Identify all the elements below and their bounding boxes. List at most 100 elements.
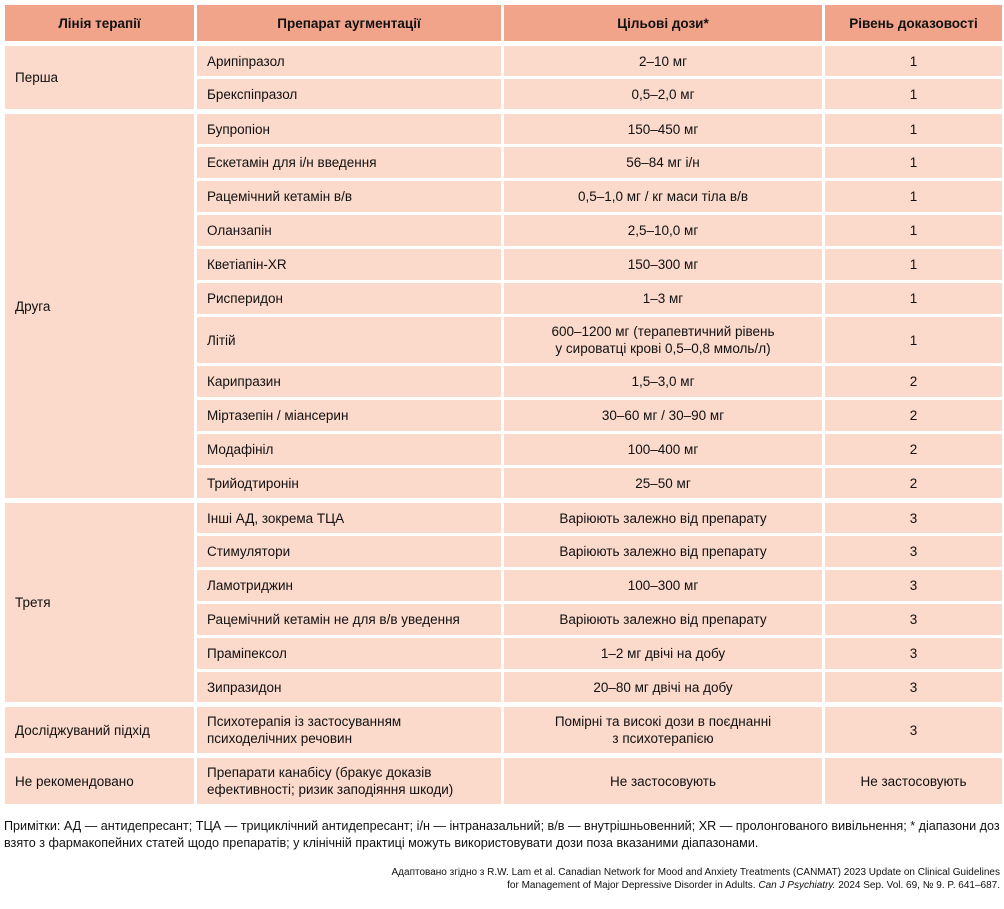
table-row: Зипразидон 20–80 мг двічі на добу 3	[4, 669, 1004, 706]
evidence-level-cell: 3	[822, 533, 1004, 570]
drug-cell: Літій	[194, 314, 504, 366]
attribution: Адаптовано згідно з R.W. Lam et al. Cana…	[2, 866, 1002, 892]
drug-cell: Арипіпразол	[194, 41, 504, 79]
dose-cell: Помірні та високі дози в поєднанні з пси…	[501, 702, 825, 757]
column-header: Рівень доказовості	[822, 2, 1004, 46]
footnote: Примітки: АД — антидепресант; ТЦА — триц…	[4, 819, 1000, 850]
drug-cell: Рисперидон	[194, 280, 504, 317]
dose-cell: 1–2 мг двічі на добу	[501, 635, 825, 672]
evidence-level-cell: 1	[822, 41, 1004, 79]
dose-cell: 1,5–3,0 мг	[501, 363, 825, 400]
evidence-level-cell: 2	[822, 431, 1004, 468]
dose-cell: 150–300 мг	[501, 246, 825, 283]
table-row: Літій 600–1200 мг (терапевтичний рівень у…	[4, 314, 1004, 366]
evidence-level-cell: 1	[822, 76, 1004, 113]
drug-cell: Брекспіпразол	[194, 76, 504, 113]
dose-cell: Варіюють залежно від препарату	[501, 601, 825, 638]
drug-cell: Трийодтиронін	[194, 465, 504, 502]
drug-cell: Ескетамін для і/н введення	[194, 144, 504, 181]
table-row: Третя Інші АД, зокрема ТЦА Варіюють залежн…	[2, 498, 1004, 706]
attribution-journal-italic: Can J Psychiatry.	[758, 880, 836, 891]
table-row: Не рекомендовано Препарати канабісу (брак…	[2, 753, 1004, 807]
drug-cell: Інші АД, зокрема ТЦА	[194, 498, 504, 536]
table-row: Праміпексол 1–2 мг двічі на добу 3	[4, 635, 1004, 672]
evidence-level-cell: 2	[822, 465, 1004, 502]
table-header-row: Лінія терапії Препарат аугментації Цільові…	[2, 2, 1004, 46]
therapy-line-cell: Третя	[2, 498, 197, 706]
evidence-level-cell: 1	[822, 314, 1004, 366]
therapy-line-cell: Досліджуваний підхід	[2, 702, 197, 757]
evidence-level-cell: 3	[822, 669, 1004, 706]
drug-cell: Психотерапія із застосуванням психоделіч…	[194, 702, 504, 757]
table-row: Рацемічний кетамін не для в/в уведення Ва…	[4, 601, 1004, 638]
dose-cell: Не застосовують	[501, 753, 825, 807]
drug-cell: Карипразин	[194, 363, 504, 400]
evidence-level-cell: 1	[822, 246, 1004, 283]
dose-cell: 100–400 мг	[501, 431, 825, 468]
evidence-level-cell: Не застосовують	[822, 753, 1004, 807]
column-header: Цільові дози*	[501, 2, 825, 46]
dose-cell: 2–10 мг	[501, 41, 825, 79]
drug-cell: Рацемічний кетамін в/в	[194, 178, 504, 215]
evidence-level-cell: 1	[822, 144, 1004, 181]
augmentation-therapy-table: Лінія терапії Препарат аугментації Цільові…	[2, 2, 1004, 807]
drug-cell: Праміпексол	[194, 635, 504, 672]
table-row: Стимулятори Варіюють залежно від препарат…	[4, 533, 1004, 570]
therapy-line-cell: Друга	[2, 109, 197, 502]
drug-cell: Модафініл	[194, 431, 504, 468]
drug-cell: Рацемічний кетамін не для в/в уведення	[194, 601, 504, 638]
attribution-line1: Адаптовано згідно з R.W. Lam et al. Cana…	[391, 867, 1000, 878]
table-row: Ескетамін для і/н введення 56–84 мг і/н 1	[4, 144, 1004, 181]
table-row: Міртазепін / міансерин 30–60 мг / 30–90 м…	[4, 397, 1004, 434]
evidence-level-cell: 1	[822, 212, 1004, 249]
table-row: Карипразин 1,5–3,0 мг 2	[4, 363, 1004, 400]
table-row: Досліджуваний підхід Психотерапія із заст…	[2, 702, 1004, 757]
table-row: Модафініл 100–400 мг 2	[4, 431, 1004, 468]
table-row: Перша Арипіпразол 2–10 мг 1	[2, 41, 1004, 113]
dose-cell: 100–300 мг	[501, 567, 825, 604]
dose-cell: 30–60 мг / 30–90 мг	[501, 397, 825, 434]
dose-cell: Варіюють залежно від препарату	[501, 498, 825, 536]
therapy-line-cell: Не рекомендовано	[2, 753, 197, 807]
attribution-line2-before: for Management of Major Depressive Disor…	[507, 880, 759, 891]
dose-cell: 0,5–2,0 мг	[501, 76, 825, 113]
dose-cell: 20–80 мг двічі на добу	[501, 669, 825, 706]
drug-cell: Препарати канабісу (бракує доказів ефект…	[194, 753, 504, 807]
dose-cell: 25–50 мг	[501, 465, 825, 502]
table-row: Рацемічний кетамін в/в 0,5–1,0 мг / кг ма…	[4, 178, 1004, 215]
therapy-line-cell: Перша	[2, 41, 197, 113]
evidence-level-cell: 3	[822, 635, 1004, 672]
drug-cell: Кветіапін-XR	[194, 246, 504, 283]
table-body: Перша Арипіпразол 2–10 мг 1 Брекспіпразол 0,5…	[2, 41, 1004, 807]
evidence-level-cell: 3	[822, 567, 1004, 604]
dose-cell: 600–1200 мг (терапевтичний рівень у сиро…	[501, 314, 825, 366]
drug-cell: Міртазепін / міансерин	[194, 397, 504, 434]
drug-cell: Ламотриджин	[194, 567, 504, 604]
table-row: Кветіапін-XR 150–300 мг 1	[4, 246, 1004, 283]
drug-cell: Оланзапін	[194, 212, 504, 249]
table-row: Ламотриджин 100–300 мг 3	[4, 567, 1004, 604]
drug-cell: Бупропіон	[194, 109, 504, 147]
dose-cell: 2,5–10,0 мг	[501, 212, 825, 249]
dose-cell: Варіюють залежно від препарату	[501, 533, 825, 570]
evidence-level-cell: 1	[822, 280, 1004, 317]
table-row: Рисперидон 1–3 мг 1	[4, 280, 1004, 317]
drug-cell: Стимулятори	[194, 533, 504, 570]
drug-cell: Зипразидон	[194, 669, 504, 706]
dose-cell: 0,5–1,0 мг / кг маси тіла в/в	[501, 178, 825, 215]
table-row: Трийодтиронін 25–50 мг 2	[4, 465, 1004, 502]
evidence-level-cell: 2	[822, 363, 1004, 400]
evidence-level-cell: 2	[822, 397, 1004, 434]
table-row: Оланзапін 2,5–10,0 мг 1	[4, 212, 1004, 249]
dose-cell: 1–3 мг	[501, 280, 825, 317]
table-row: Брекспіпразол 0,5–2,0 мг 1	[4, 76, 1004, 113]
evidence-level-cell: 1	[822, 109, 1004, 147]
evidence-level-cell: 1	[822, 178, 1004, 215]
dose-cell: 150–450 мг	[501, 109, 825, 147]
table-row: Друга Бупропіон 150–450 мг 1	[2, 109, 1004, 502]
column-header: Лінія терапії	[2, 2, 197, 46]
evidence-level-cell: 3	[822, 498, 1004, 536]
column-header: Препарат аугментації	[194, 2, 504, 46]
evidence-level-cell: 3	[822, 601, 1004, 638]
